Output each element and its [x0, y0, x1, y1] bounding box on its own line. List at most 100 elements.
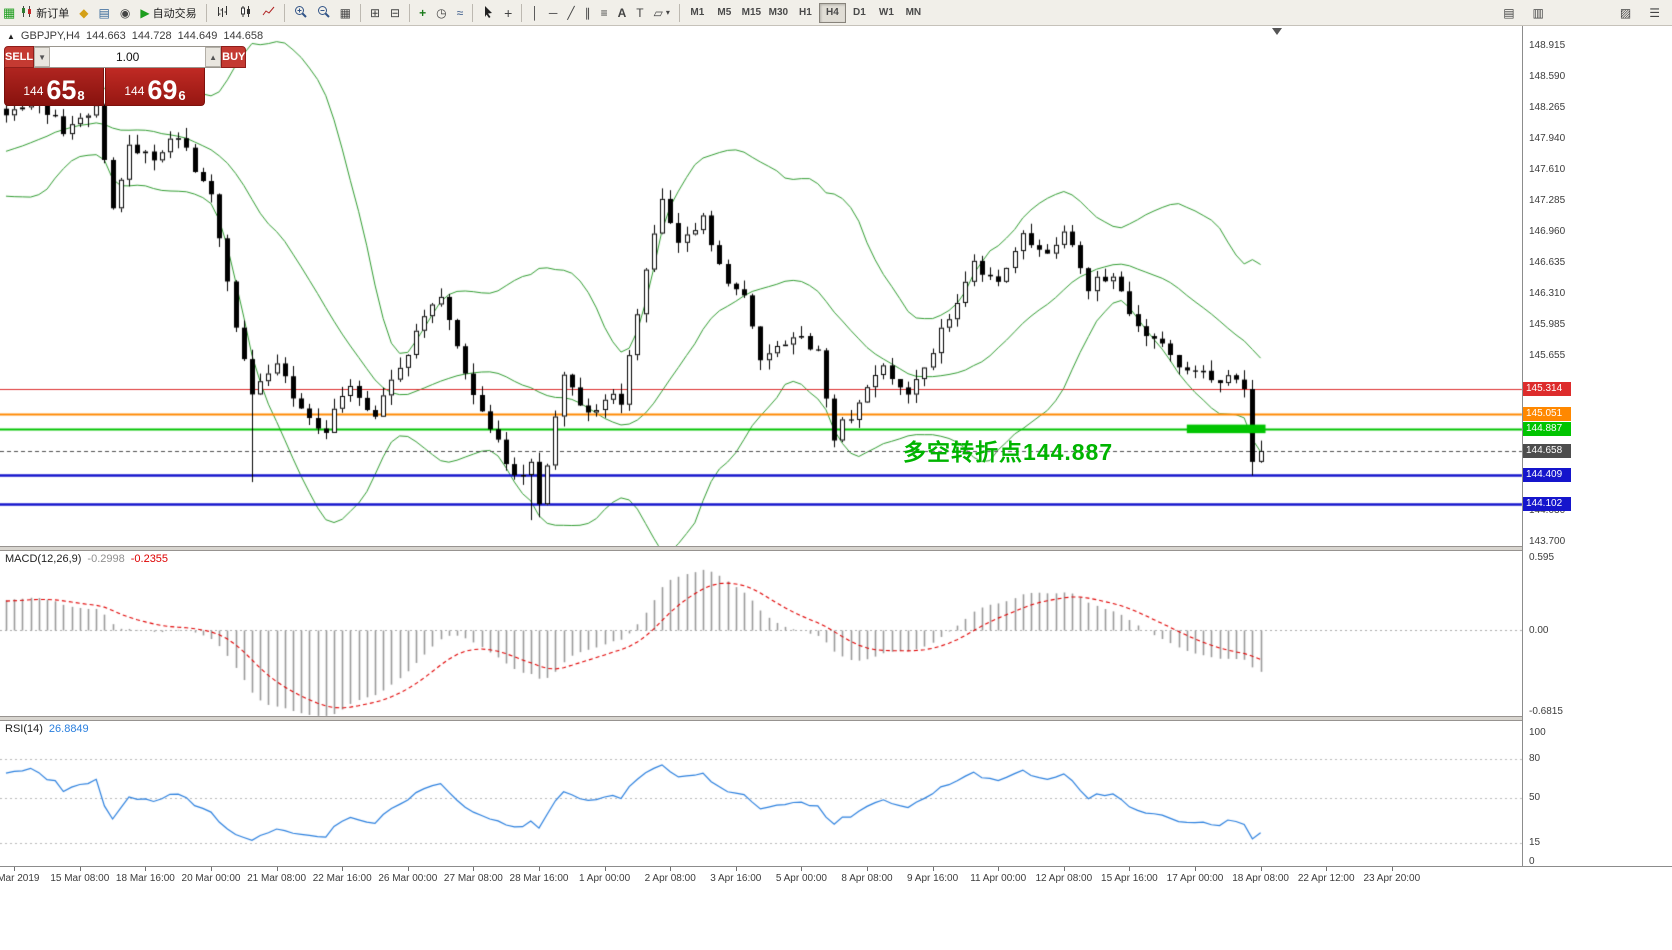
trendline-tool[interactable]: ╱ [562, 2, 579, 24]
line-chart-button[interactable] [257, 2, 280, 24]
time-axis-label: 12 Apr 08:00 [1035, 873, 1093, 884]
volume-increase-button[interactable]: ▲ [205, 47, 222, 67]
time-axis-label: 11 Apr 00:00 [970, 873, 1027, 884]
panel-separator-rsi[interactable] [0, 716, 1672, 721]
text-tool[interactable]: A [613, 2, 632, 24]
price-axis-tick: 146.635 [1529, 256, 1566, 268]
autotrading-button[interactable]: ▶ 自动交易 [135, 2, 201, 24]
timeframe-h4-button[interactable]: H4 [818, 2, 846, 23]
timeframe-w1-button[interactable]: W1 [873, 3, 900, 23]
volume-input[interactable] [50, 47, 206, 67]
bid-big-digits: 65 [46, 74, 77, 105]
tile-windows-button[interactable]: ⊞ [365, 2, 385, 24]
time-axis-tick [407, 867, 409, 871]
timeframe-m15-button[interactable]: M15 [738, 3, 765, 23]
data-window-icon: ▤ [98, 5, 110, 20]
top-toolbar: ▦ 新订单 ◆ ▤ ◉ ▶ 自动交易 ▦ ⊞ ⊟ + ◷ ≈ + │ [0, 0, 1672, 26]
timeframe-m1-button[interactable]: M1 [684, 3, 711, 23]
grid-button[interactable]: ▦ [335, 2, 356, 24]
zoom-out-button[interactable] [312, 2, 335, 24]
time-axis-tick [79, 867, 81, 871]
buy-button[interactable]: BUY [221, 46, 247, 68]
rsi-scale-tick: 100 [1529, 727, 1546, 738]
clock-icon: ◷ [436, 5, 447, 20]
more-button[interactable]: ☰ [1644, 2, 1665, 24]
macd-main-value: -0.2998 [87, 553, 125, 565]
time-axis-tick [211, 867, 212, 871]
sell-button[interactable]: SELL [4, 46, 35, 68]
vertical-line-tool[interactable]: │ [526, 2, 544, 24]
cursor-button[interactable] [477, 2, 499, 24]
panel-separator-macd[interactable] [0, 546, 1672, 551]
price-level-label: 144.102 [1523, 496, 1571, 511]
time-axis-label: 18 Apr 08:00 [1232, 873, 1289, 884]
edit-button[interactable]: ▨ [1615, 2, 1636, 24]
timeframe-m5-button[interactable]: M5 [711, 3, 738, 23]
toolbar-options-icon: ▥ [1532, 5, 1544, 20]
label-tool[interactable]: T [631, 2, 648, 24]
time-axis-label: 26 Mar 00:00 [378, 873, 438, 884]
navigator-icon: ◉ [119, 5, 131, 20]
price-axis-tick: 147.610 [1529, 164, 1566, 176]
toolbar-separator [359, 3, 361, 22]
bar-chart-button[interactable] [211, 2, 234, 24]
price-level-label: 144.887 [1523, 422, 1571, 437]
data-window-button[interactable]: ▤ [94, 2, 115, 24]
chart-info-line: ▲ GBPJPY,H4 144.663 144.728 144.649 144.… [7, 30, 263, 42]
new-order-button[interactable]: 新订单 [15, 2, 74, 24]
macd-scale-tick: -0.6815 [1529, 706, 1563, 717]
indicators-button[interactable]: ≈ [452, 2, 469, 24]
channel-tool[interactable]: ∥ [580, 2, 596, 24]
timeframe-h1-button[interactable]: H1 [792, 3, 819, 23]
pencil-icon: ▨ [1619, 5, 1632, 20]
bid-price-button[interactable]: 144 65 8 [4, 68, 104, 106]
ask-price-button[interactable]: 144 69 6 [105, 68, 205, 106]
horizontal-line-tool[interactable]: ─ [544, 2, 563, 24]
price-level-label: 144.658 [1523, 443, 1571, 458]
time-axis-label: 8 Apr 08:00 [841, 873, 893, 884]
zoom-out-icon [317, 5, 330, 20]
bid-superscript: 8 [77, 88, 85, 103]
market-watch-button[interactable]: ◆ [74, 2, 93, 24]
navigator-button[interactable]: ◉ [115, 2, 135, 24]
cascade-windows-button[interactable]: ⊟ [385, 2, 405, 24]
time-axis-tick [998, 867, 1000, 871]
label-icon: T [636, 5, 644, 20]
window-list-icon: ▤ [1503, 5, 1515, 20]
period-button[interactable]: ◷ [431, 2, 451, 24]
time-axis-label: 9 Apr 16:00 [907, 873, 959, 884]
toolbar-options-button[interactable]: ▥ [1528, 2, 1549, 24]
price-axis-tick: 146.960 [1529, 226, 1566, 238]
market-watch-icon: ◆ [79, 5, 89, 20]
price-axis-border [1522, 26, 1523, 866]
ask-superscript: 6 [178, 88, 186, 103]
price-axis-tick: 143.700 [1529, 536, 1566, 547]
price-level-label: 145.314 [1523, 381, 1571, 396]
time-axis[interactable]: 4 Mar 2019 15 Mar 08:00 18 Mar 16:00 20 Mar… [0, 866, 1672, 890]
time-axis-tick [867, 867, 868, 871]
time-axis-label: 22 Apr 12:00 [1297, 873, 1355, 884]
macd-scale-tick: 0.595 [1529, 552, 1555, 563]
price-axis[interactable]: 148.915 148.590 148.265 147.940 147.610 147.2… [1523, 26, 1672, 867]
zoom-in-icon [294, 5, 307, 20]
rsi-label: RSI(14) 26.8849 [5, 723, 89, 735]
window-list-button[interactable]: ▤ [1498, 2, 1519, 24]
fibonacci-tool[interactable]: ≡ [596, 2, 613, 24]
zoom-in-button[interactable] [289, 2, 312, 24]
crosshair-button[interactable]: + [499, 2, 517, 24]
time-axis-tick [735, 867, 737, 871]
volume-decrease-button[interactable]: ▼ [34, 47, 51, 67]
new-chart-button[interactable]: + [414, 2, 431, 24]
macd-label: MACD(12,26,9) -0.2998 -0.2355 [5, 553, 168, 565]
timeframe-mn-button[interactable]: MN [900, 3, 927, 23]
time-axis-label: 15 Apr 16:00 [1101, 873, 1158, 884]
timeframe-d1-button[interactable]: D1 [846, 3, 873, 23]
chart-shift-marker[interactable] [1272, 28, 1282, 35]
toolbar-separator [521, 3, 523, 22]
shapes-tool[interactable]: ▱ ▾ [649, 2, 675, 24]
candlestick-chart-button[interactable] [234, 2, 257, 24]
timeframe-m30-button[interactable]: M30 [765, 3, 792, 23]
shapes-icon: ▱ [653, 5, 663, 20]
